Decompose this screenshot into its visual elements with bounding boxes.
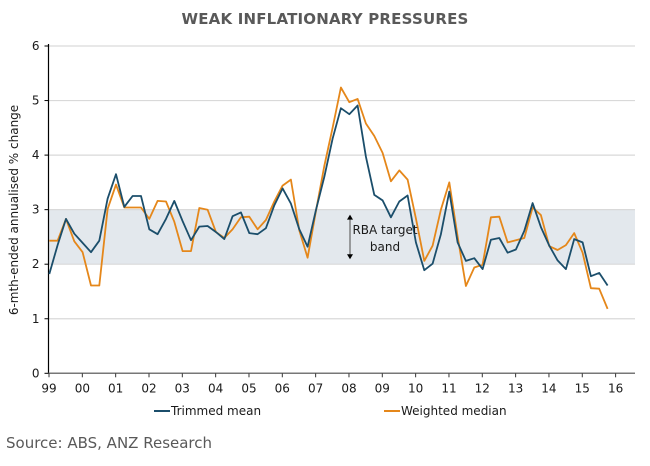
y-tick-label: 5 <box>32 94 40 108</box>
x-tick-label: 10 <box>408 381 423 395</box>
x-tick-label: 04 <box>208 381 223 395</box>
y-tick-label: 0 <box>32 366 40 380</box>
legend-swatch-weighted-median <box>384 410 400 412</box>
band-label-line2: band <box>370 240 400 254</box>
series-line-trimmed-mean <box>48 104 609 286</box>
x-tick-label: 09 <box>375 381 390 395</box>
band-label-line1: RBA target <box>352 223 417 237</box>
source-note: Source: ABS, ANZ Research <box>6 434 213 452</box>
y-tick-label: 3 <box>32 203 40 217</box>
y-tick-label: 1 <box>32 312 40 326</box>
x-tick-label: 13 <box>508 381 523 395</box>
x-tick-label: 14 <box>541 381 556 395</box>
x-tick-label: 16 <box>608 381 623 395</box>
legend-label-weighted-median: Weighted median <box>401 404 507 418</box>
y-tick-label: 6 <box>32 39 40 53</box>
x-tick-label: 00 <box>75 381 90 395</box>
arrow-down-icon <box>347 254 353 260</box>
series-line-weighted-median <box>49 86 609 310</box>
x-tick-label: 03 <box>175 381 190 395</box>
x-tick-label: 15 <box>575 381 590 395</box>
y-tick-label: 4 <box>32 148 40 162</box>
x-tick-label: 01 <box>108 381 123 395</box>
x-tick-label: 05 <box>241 381 256 395</box>
x-tick-label: 07 <box>308 381 323 395</box>
x-tick-label: 11 <box>441 381 456 395</box>
x-tick-label: 12 <box>475 381 490 395</box>
x-tick-label: 06 <box>275 381 290 395</box>
arrow-up-icon <box>347 214 353 220</box>
legend-item-trimmed-mean: Trimmed mean <box>154 404 261 418</box>
legend-item-weighted-median: Weighted median <box>384 404 507 418</box>
y-tick-label: 2 <box>32 257 40 271</box>
x-tick-label: 99 <box>41 381 56 395</box>
legend-label-trimmed-mean: Trimmed mean <box>171 404 262 418</box>
legend-swatch-trimmed-mean <box>154 410 170 412</box>
y-axis-title: 6-mth-ended annualised % change <box>7 105 21 315</box>
x-tick-label: 08 <box>341 381 356 395</box>
chart-title: WEAK INFLATIONARY PRESSURES <box>181 10 469 28</box>
x-tick-label: 02 <box>141 381 156 395</box>
